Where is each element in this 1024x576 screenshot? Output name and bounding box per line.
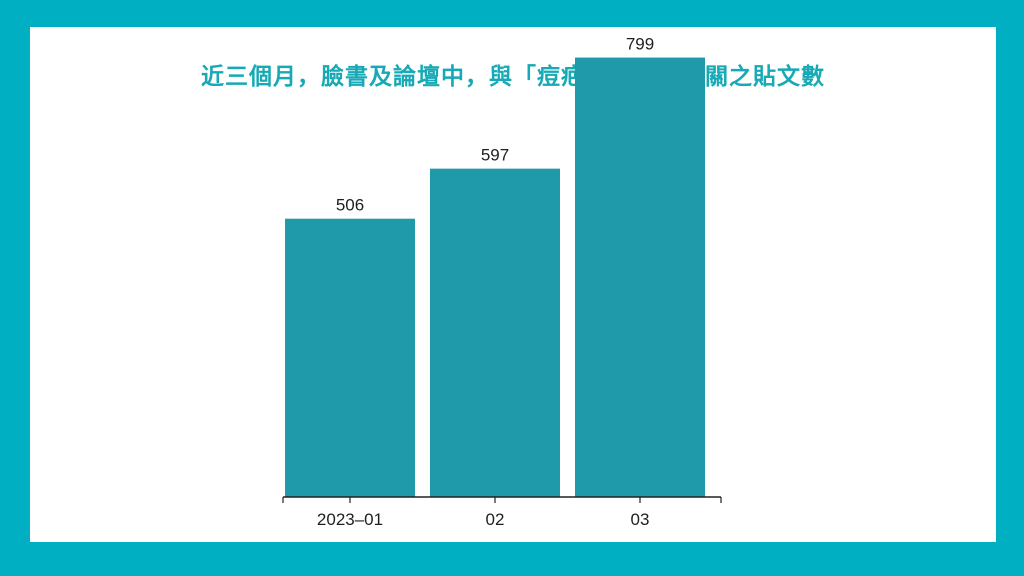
data-label-3: 799 [626, 35, 654, 54]
bar-chart: 506 2023–01 597 02 799 03 [282, 35, 722, 529]
data-label-1: 506 [336, 196, 364, 215]
bar-2 [430, 168, 560, 497]
bar-3 [575, 57, 705, 498]
x-tick-label-3: 03 [631, 510, 650, 529]
chart-title: 近三個月，臉書及論壇中，與「痘疤」關鍵字相關之貼文數 [201, 64, 825, 90]
chart-panel: 近三個月，臉書及論壇中，與「痘疤」關鍵字相關之貼文數 506 2023–01 597… [30, 27, 996, 542]
data-label-2: 597 [481, 146, 509, 165]
x-tick-label-1: 2023–01 [317, 510, 383, 529]
bar-1 [285, 218, 415, 497]
x-tick-label-2: 02 [486, 510, 505, 529]
